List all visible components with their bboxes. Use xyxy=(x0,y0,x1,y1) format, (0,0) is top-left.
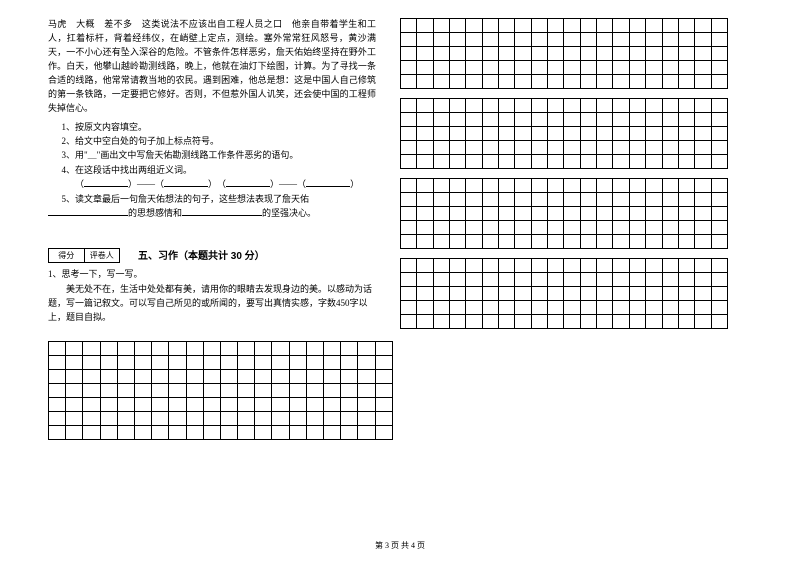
question-4-sub: （ ）——（ ） （ ）——（ ） xyxy=(48,177,376,191)
essay-line-1: 1、思考一下，写一写。 xyxy=(48,267,376,281)
question-1: 1、按原文内容填空。 xyxy=(48,120,376,134)
paren-close: ） xyxy=(350,179,359,189)
paren-dash: ）——（ xyxy=(270,179,306,189)
q5-text-b: 的思想感情和 xyxy=(128,208,182,218)
blank[interactable] xyxy=(48,207,128,216)
reading-passage: 马虎 大概 差不多 这类说法不应该出自工程人员之口 他亲自带着学生和工人，扛着标… xyxy=(48,18,376,116)
question-list: 1、按原文内容填空。 2、给文中空白处的句子加上标点符号。 3、用"＿"画出文中… xyxy=(48,120,376,221)
blank[interactable] xyxy=(306,178,350,187)
blank[interactable] xyxy=(226,178,270,187)
question-5: 5、读文章最后一句詹天佑想法的句子，这些想法表现了詹天佑的思想感情和 的坚强决心。 xyxy=(48,192,376,221)
q5-text-a: 5、读文章最后一句詹天佑想法的句子，这些想法表现了詹天佑 xyxy=(62,194,310,204)
grader-label: 评卷人 xyxy=(85,249,120,262)
q5-text-c: 的坚强决心。 xyxy=(262,208,316,218)
question-3: 3、用"＿"画出文中写詹天佑勘测线路工作条件恶劣的语句。 xyxy=(48,148,376,162)
blank[interactable] xyxy=(164,178,208,187)
essay-line-2: 美无处不在，生活中处处都有美，请用你的眼睛去发现身边的美。以感动为话题，写一篇记… xyxy=(48,282,376,325)
score-label: 得分 xyxy=(49,249,85,262)
blank[interactable] xyxy=(84,178,128,187)
score-box: 得分 评卷人 xyxy=(48,248,120,263)
page-footer: 第 3 页 共 4 页 xyxy=(0,540,800,551)
question-2: 2、给文中空白处的句子加上标点符号。 xyxy=(48,134,376,148)
section-5-title: 五、习作（本题共计 30 分） xyxy=(138,247,265,263)
composition-grids-right[interactable] xyxy=(400,18,728,440)
composition-grid-left[interactable] xyxy=(48,341,393,440)
paren-dash: ）——（ xyxy=(128,179,164,189)
essay-prompt: 1、思考一下，写一写。 美无处不在，生活中处处都有美，请用你的眼睛去发现身边的美… xyxy=(48,267,376,325)
paren-open: （ xyxy=(75,179,84,189)
question-4: 4、在这段话中找出两组近义词。 xyxy=(48,163,376,177)
blank[interactable] xyxy=(182,207,262,216)
paren-mid: ） （ xyxy=(208,179,226,189)
